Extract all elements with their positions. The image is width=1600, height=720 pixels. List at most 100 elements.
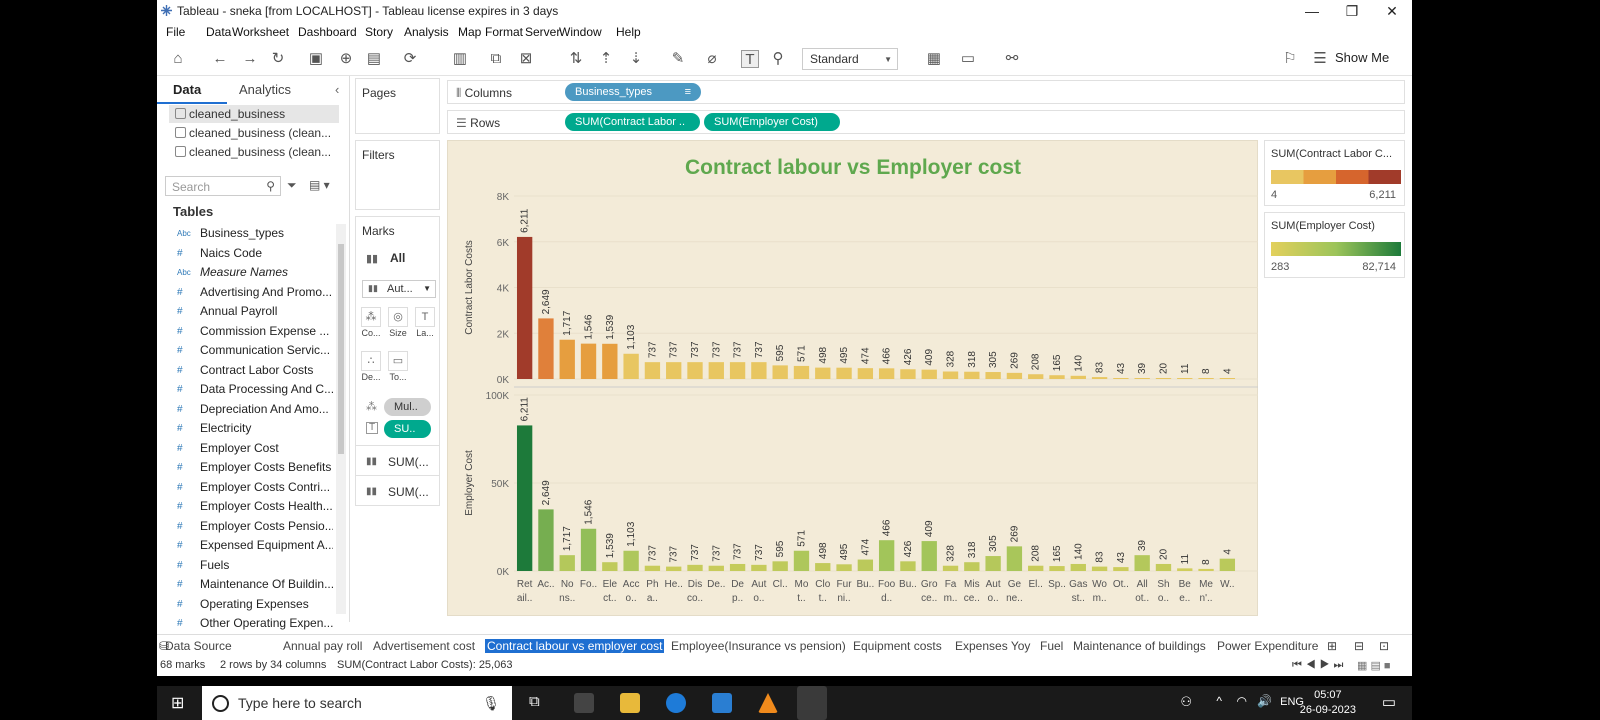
notification-icon[interactable]: ▭ xyxy=(1381,694,1396,711)
bar[interactable] xyxy=(708,565,724,571)
detail-button[interactable]: ∴ De... xyxy=(360,351,382,382)
field-item[interactable]: # Electricity xyxy=(173,419,333,438)
duplicate-icon[interactable]: ⧉ xyxy=(490,50,502,67)
bar[interactable] xyxy=(559,555,575,571)
contract-labor-pill[interactable]: SUM(Contract Labor .. xyxy=(565,113,700,131)
field-item[interactable]: # Annual Payroll xyxy=(173,302,333,321)
bar[interactable] xyxy=(985,372,1001,379)
menu-format[interactable]: Format xyxy=(485,25,524,39)
bar[interactable] xyxy=(644,565,661,571)
bar[interactable] xyxy=(602,562,618,571)
bar[interactable] xyxy=(1177,378,1193,379)
field-item[interactable]: # Operating Expenses xyxy=(173,595,333,614)
swap-icon[interactable]: ⇅ xyxy=(569,50,583,67)
bar[interactable] xyxy=(772,561,788,571)
replay-icon[interactable]: ↻ xyxy=(271,50,285,67)
bar[interactable] xyxy=(1028,565,1044,571)
sheet-tab[interactable]: Contract labour vs employer cost xyxy=(485,639,665,653)
label-button[interactable]: T La... xyxy=(414,307,436,338)
show-me-button[interactable]: Show Me xyxy=(1335,50,1390,65)
menu-story[interactable]: Story xyxy=(365,25,394,39)
color-button[interactable]: ⁂ Co... xyxy=(360,307,382,338)
bar[interactable] xyxy=(942,371,959,379)
pin-icon[interactable]: ⚐ xyxy=(1283,50,1297,67)
field-item[interactable]: # Commission Expense ... xyxy=(173,322,333,341)
bar[interactable] xyxy=(1219,378,1236,379)
bar[interactable] xyxy=(921,541,937,571)
bar[interactable] xyxy=(1155,563,1172,571)
minimize-button[interactable]: — xyxy=(1305,3,1319,19)
bar[interactable] xyxy=(623,550,639,571)
presentation-icon[interactable]: ▭ xyxy=(960,50,976,67)
field-item[interactable]: # Advertising And Promo... xyxy=(173,283,333,302)
bar[interactable] xyxy=(942,565,959,571)
bar[interactable] xyxy=(708,362,724,379)
sheet-tab[interactable]: Annual pay roll xyxy=(283,639,363,653)
sheet-tab[interactable]: Power Expenditure xyxy=(1217,639,1319,653)
bar[interactable] xyxy=(815,563,831,571)
view-options-icon[interactable]: ▤ ▾ xyxy=(309,178,330,192)
bar[interactable] xyxy=(516,236,533,379)
menu-map[interactable]: Map xyxy=(458,25,482,39)
sum-label-pill[interactable]: SU.. xyxy=(384,420,431,438)
clear-sheet-icon[interactable]: ⊠ xyxy=(519,50,533,67)
windows-start-icon[interactable]: ⊞ xyxy=(171,695,185,712)
bar[interactable] xyxy=(729,362,746,379)
mail-icon[interactable] xyxy=(712,693,732,713)
bar[interactable] xyxy=(878,540,895,571)
show-labels-icon[interactable]: T xyxy=(741,50,759,68)
bar[interactable] xyxy=(1070,563,1086,571)
field-item[interactable]: # Employer Costs Contri... xyxy=(173,478,333,497)
pages-card[interactable]: Pages xyxy=(355,78,440,134)
field-item[interactable]: # Fuels xyxy=(173,556,333,575)
measure-names-pill[interactable]: Mul.. xyxy=(384,398,431,416)
sort-desc-icon[interactable]: ⇣ xyxy=(629,50,643,67)
bar[interactable] xyxy=(772,365,788,379)
close-button[interactable]: ✕ xyxy=(1386,3,1398,19)
bar[interactable] xyxy=(1134,378,1150,379)
field-item[interactable]: # Depreciation And Amo... xyxy=(173,400,333,419)
collapse-icon[interactable]: ‹ xyxy=(335,82,340,97)
fix-axes-icon[interactable]: ⚲ xyxy=(772,50,784,67)
sheet-tab[interactable]: Fuel xyxy=(1040,639,1064,653)
marks-sum-contract[interactable]: SUM(... xyxy=(388,455,429,469)
bar[interactable] xyxy=(1155,378,1172,379)
bar[interactable] xyxy=(857,559,874,571)
field-item[interactable]: # Contract Labor Costs xyxy=(173,361,333,380)
sheet-tab[interactable]: Maintenance of buildings xyxy=(1073,639,1206,653)
bar[interactable] xyxy=(580,528,597,571)
marks-sum-employer[interactable]: SUM(... xyxy=(388,485,429,499)
sheet-sorter-icon[interactable]: ▦ ▤ ■ xyxy=(1357,660,1391,672)
bar[interactable] xyxy=(1091,566,1108,571)
bar[interactable] xyxy=(751,362,767,379)
field-item[interactable]: # Communication Servic... xyxy=(173,341,333,360)
tab-analytics[interactable]: Analytics xyxy=(239,82,292,97)
menu-server[interactable]: Server xyxy=(525,25,561,39)
bar[interactable] xyxy=(1219,558,1236,571)
group-icon[interactable]: ⌀ xyxy=(707,50,717,67)
microphone-icon[interactable]: 🎙 xyxy=(482,695,500,711)
bar[interactable] xyxy=(857,368,874,379)
save-icon[interactable]: ▣ xyxy=(308,50,324,67)
undo-icon[interactable]: ← xyxy=(212,50,228,67)
store-icon[interactable] xyxy=(574,693,594,713)
mark-type-dropdown[interactable]: Aut... ▼ ▮▮ xyxy=(362,280,436,298)
bar[interactable] xyxy=(1134,555,1150,571)
scrollbar[interactable] xyxy=(336,224,346,614)
tab-data[interactable]: Data xyxy=(173,82,202,97)
sheet-tab[interactable]: Expenses Yoy xyxy=(955,639,1031,653)
sheet-tab[interactable]: Advertisement cost xyxy=(373,639,476,653)
language-indicator[interactable]: ENG xyxy=(1280,696,1304,708)
bar[interactable] xyxy=(1198,378,1214,379)
bar[interactable] xyxy=(921,369,937,379)
chevron-up-icon[interactable]: ^ xyxy=(1216,694,1222,708)
bar[interactable] xyxy=(878,368,895,379)
new-datasource-icon[interactable]: ⊕ xyxy=(339,50,353,67)
rows-shelf[interactable]: ☰ Rows SUM(Contract Labor .. SUM(Employe… xyxy=(447,110,1405,134)
field-item[interactable]: # Naics Code xyxy=(173,244,333,263)
bar[interactable] xyxy=(516,425,533,571)
sheet-tab[interactable]: Equipment costs xyxy=(853,639,942,653)
bar[interactable] xyxy=(964,371,980,379)
bar[interactable] xyxy=(1198,568,1214,571)
bar[interactable] xyxy=(1049,566,1065,571)
